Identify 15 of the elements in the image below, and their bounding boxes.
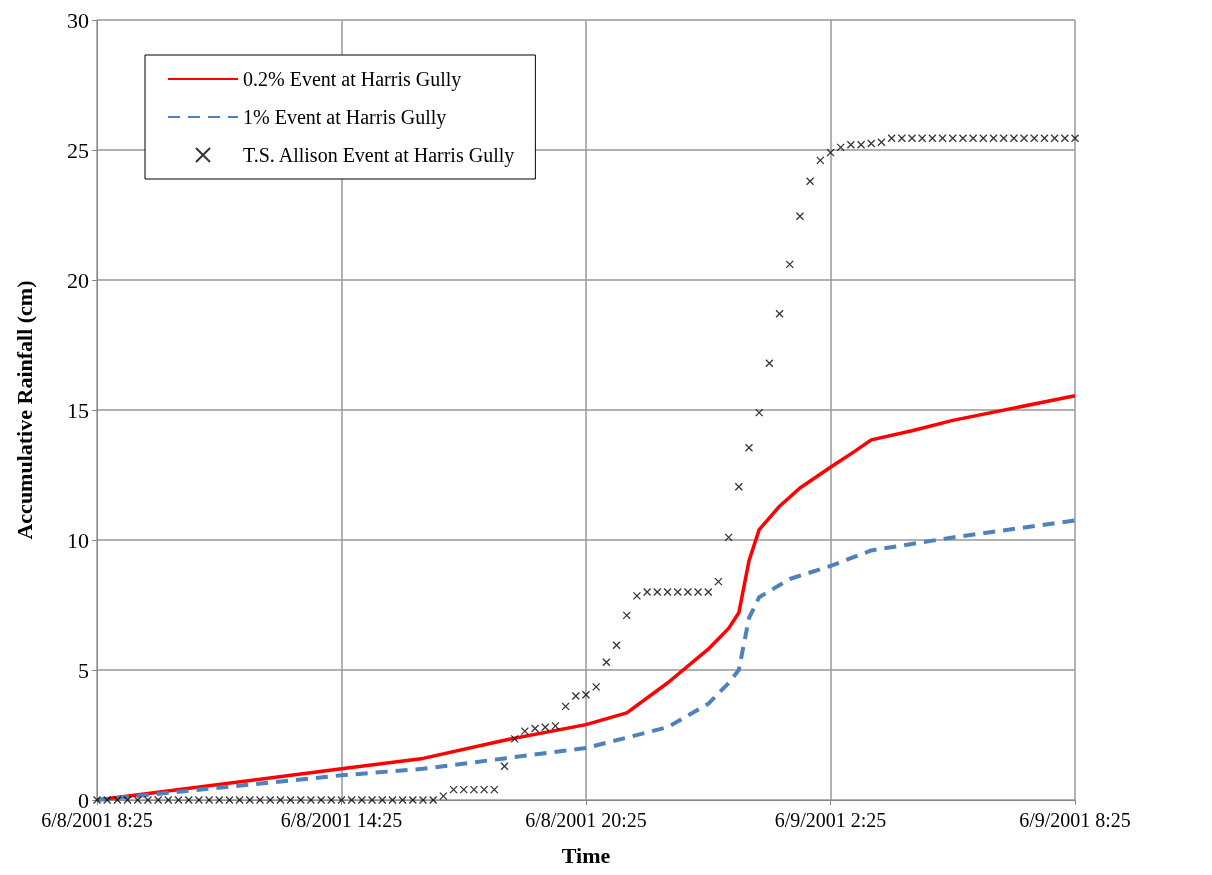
y-tick-label: 25 bbox=[67, 137, 89, 163]
y-tick-label: 30 bbox=[67, 7, 89, 33]
legend-label: 0.2% Event at Harris Gully bbox=[243, 68, 462, 91]
x-tick-label: 6/8/2001 14:25 bbox=[280, 809, 403, 831]
y-tick-label: 10 bbox=[67, 527, 89, 553]
x-tick-label: 6/8/2001 20:25 bbox=[525, 809, 647, 831]
x-tick-label: 6/9/2001 2:25 bbox=[774, 809, 887, 831]
y-tick-label: 20 bbox=[67, 267, 89, 293]
y-tick-label: 15 bbox=[67, 397, 89, 423]
legend-label: 1% Event at Harris Gully bbox=[243, 106, 447, 129]
legend-label: T.S. Allison Event at Harris Gully bbox=[243, 144, 515, 167]
x-tick-label: 6/9/2001 8:25 bbox=[1019, 809, 1131, 831]
y-axis-title: Accumulative Rainfall (cm) bbox=[11, 280, 37, 540]
y-tick-label: 5 bbox=[78, 657, 89, 683]
x-axis-title: Time bbox=[561, 842, 611, 868]
